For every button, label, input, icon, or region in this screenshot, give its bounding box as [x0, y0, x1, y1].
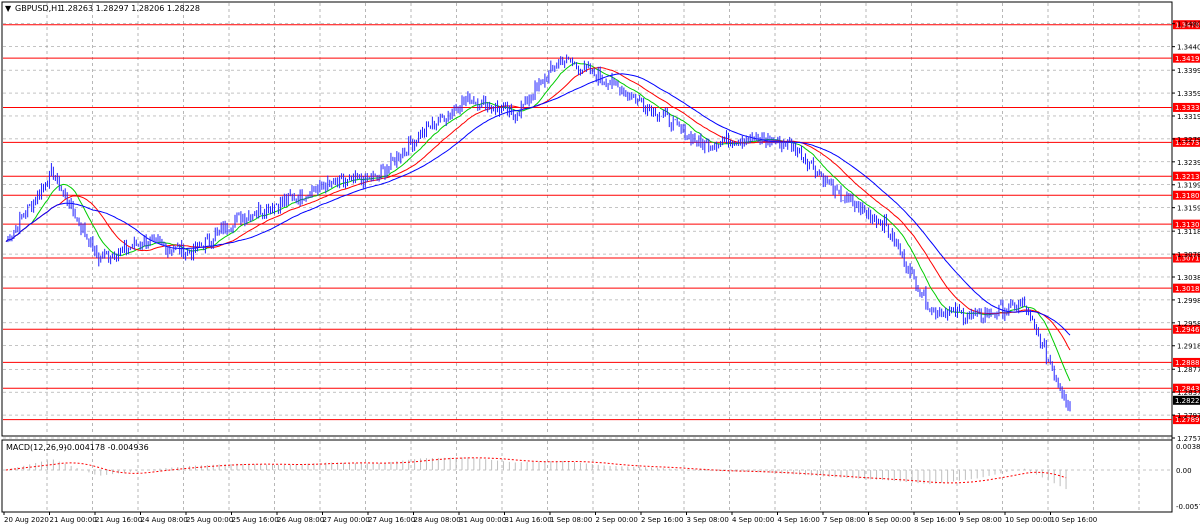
price-tick-label: 1.33590 [1177, 90, 1200, 98]
price-tick-label: 1.29980 [1177, 297, 1200, 305]
level-label: 1.31807 [1175, 192, 1200, 200]
price-tick-label: 1.28370 [1177, 389, 1200, 397]
level-label-bg [1173, 20, 1200, 30]
price-tick-label: 1.31180 [1177, 228, 1200, 236]
horizontal-levels: 1.34783 1.34199 1.33339 1.32730 1.32139 1.318… [3, 20, 1200, 424]
level-label-bg [1173, 253, 1200, 263]
price-axis: 1.34800 1.34400 1.33990 1.33590 1.33190 1.327… [1172, 21, 1200, 443]
price-tick-label: 1.31590 [1177, 205, 1200, 213]
level-label: 1.33339 [1175, 104, 1200, 112]
time-tick-label: 2 Sep 16:00 [641, 516, 683, 524]
time-tick-label: 21 Aug 00:00 [50, 516, 97, 524]
time-tick-label: 10 Sep 00:00 [1005, 516, 1052, 524]
price-tick-label: 1.33990 [1177, 67, 1200, 75]
time-tick-label: 1 Sep 08:00 [550, 516, 592, 524]
level-label: 1.32730 [1175, 139, 1200, 147]
ohlc-values: 1.28263 1.28297 1.28206 1.28228 [60, 4, 200, 13]
time-tick-label: 3 Sep 08:00 [687, 516, 729, 524]
macd-values: -0.004178 -0.004936 [64, 443, 149, 452]
time-tick-label: 28 Aug 08:00 [414, 516, 461, 524]
level-label-bg [1173, 102, 1200, 112]
macd-title: MACD(12,26,9) [6, 443, 67, 452]
macd-zero-label: 0.00 [1176, 467, 1192, 475]
time-tick-label: 31 Aug 00:00 [459, 516, 506, 524]
level-label-bg [1173, 137, 1200, 147]
price-tick-label: 1.29580 [1177, 320, 1200, 328]
level-label-bg [1173, 219, 1200, 229]
symbol-title: GBPUSD,H1 [15, 4, 62, 13]
time-tick-label: 21 Aug 16:00 [95, 516, 142, 524]
macd-bottom-label: -0.00575 [1176, 503, 1200, 511]
price-tick-label: 1.27570 [1177, 435, 1200, 443]
level-label: 1.28889 [1175, 359, 1200, 367]
macd-signal-line [5, 457, 1067, 484]
time-tick-label: 27 Aug 16:00 [368, 516, 415, 524]
time-tick-label: 20 Aug 2020 [4, 516, 49, 524]
price-tick-label: 1.32790 [1177, 136, 1200, 144]
macd-frame [1, 439, 1173, 513]
price-tick-label: 1.29180 [1177, 343, 1200, 351]
level-label: 1.34199 [1175, 55, 1200, 63]
level-label-bg [1173, 53, 1200, 63]
time-tick-label: 8 Sep 00:00 [869, 516, 911, 524]
macd-indicator [5, 457, 1067, 490]
time-tick-label: 8 Sep 16:00 [914, 516, 956, 524]
level-label-bg [1173, 171, 1200, 181]
level-label-bg [1173, 357, 1200, 367]
level-label: 1.30185 [1175, 285, 1200, 293]
current-price-label: 1.28228 [1175, 397, 1200, 405]
triangle-down-icon[interactable]: ▼ [5, 4, 12, 13]
level-label-bg [1173, 283, 1200, 293]
level-label: 1.31302 [1175, 221, 1200, 229]
time-tick-label: 25 Aug 00:00 [186, 516, 233, 524]
price-tick-label: 1.32390 [1177, 159, 1200, 167]
time-tick-label: 7 Sep 08:00 [823, 516, 865, 524]
level-label-bg [1173, 190, 1200, 200]
time-tick-label: 9 Sep 08:00 [960, 516, 1002, 524]
time-tick-label: 25 Aug 16:00 [232, 516, 279, 524]
price-tick-label: 1.34800 [1177, 21, 1200, 29]
level-label: 1.28439 [1175, 385, 1200, 393]
time-tick-label: 26 Aug 08:00 [277, 516, 324, 524]
time-tick-label: 2 Sep 00:00 [596, 516, 638, 524]
current-price-bg [1173, 395, 1200, 405]
price-tick-label: 1.27970 [1177, 412, 1200, 420]
macd-top-label: 0.00384 [1176, 443, 1200, 451]
price-tick-label: 1.34400 [1177, 44, 1200, 52]
time-tick-label: 24 Aug 08:00 [141, 516, 188, 524]
level-label-bg [1173, 324, 1200, 334]
time-tick-label: 4 Sep 00:00 [732, 516, 774, 524]
price-tick-label: 1.28770 [1177, 366, 1200, 374]
main-chart-frame [1, 1, 1173, 437]
price-series [7, 54, 1071, 412]
time-tick-label: 27 Aug 00:00 [323, 516, 370, 524]
price-tick-label: 1.30380 [1177, 274, 1200, 282]
level-label-bg [1173, 415, 1200, 425]
price-tick-label: 1.31990 [1177, 182, 1200, 190]
level-label-bg [1173, 383, 1200, 393]
time-tick-label: 31 Aug 16:00 [505, 516, 552, 524]
time-tick-label: 10 Sep 16:00 [1051, 516, 1098, 524]
level-label: 1.29468 [1175, 326, 1200, 334]
time-tick-label: 4 Sep 16:00 [778, 516, 820, 524]
price-tick-label: 1.30780 [1177, 251, 1200, 259]
level-label: 1.32139 [1175, 173, 1200, 181]
price-tick-label: 1.33190 [1177, 113, 1200, 121]
grid [3, 3, 1171, 511]
level-label: 1.34783 [1175, 21, 1200, 29]
